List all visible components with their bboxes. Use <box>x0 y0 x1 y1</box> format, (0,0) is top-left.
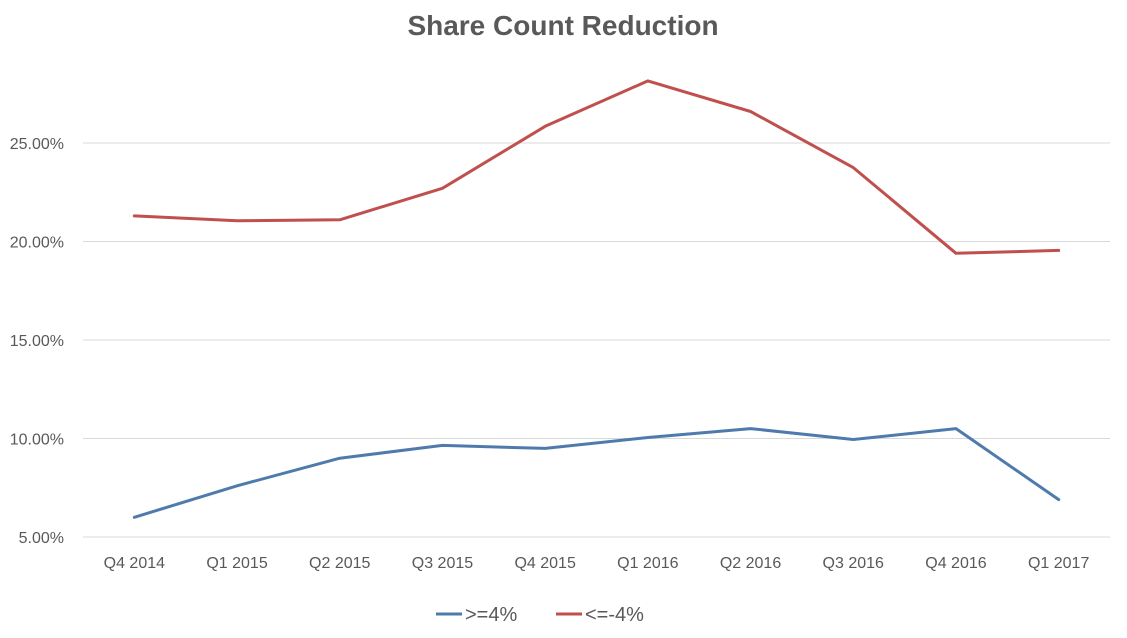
x-tick-label: Q2 2015 <box>309 555 370 572</box>
y-tick-label: 5.00% <box>19 530 64 547</box>
x-tick-label: Q4 2014 <box>104 555 165 572</box>
x-tick-label: Q3 2015 <box>412 555 473 572</box>
x-tick-label: Q3 2016 <box>823 555 884 572</box>
y-tick-label: 10.00% <box>10 432 64 449</box>
x-tick-label: Q1 2017 <box>1028 555 1089 572</box>
legend-label: >=4% <box>465 604 517 626</box>
y-tick-label: 25.00% <box>10 136 64 153</box>
y-tick-label: 15.00% <box>10 333 64 350</box>
x-tick-label: Q1 2016 <box>617 555 678 572</box>
legend: >=4% <=-4% <box>436 604 644 626</box>
gridlines <box>83 142 1110 538</box>
chart-title: Share Count Reduction <box>407 10 718 41</box>
series-lines <box>132 79 1061 519</box>
x-axis-tick-labels: Q4 2014 Q1 2015 Q2 2015 Q3 2015 Q4 2015 Q1 20… <box>104 555 1090 572</box>
x-tick-label: Q4 2016 <box>925 555 986 572</box>
y-axis-tick-labels: 5.00% 10.00% 15.00% 20.00% 25.00% <box>10 136 64 547</box>
x-tick-label: Q2 2016 <box>720 555 781 572</box>
x-tick-label: Q4 2015 <box>514 555 575 572</box>
legend-label: <=-4% <box>585 604 644 626</box>
series-line-1 <box>132 427 1061 519</box>
series-line-2 <box>132 79 1061 255</box>
y-tick-label: 20.00% <box>10 235 64 252</box>
x-tick-label: Q1 2015 <box>206 555 267 572</box>
